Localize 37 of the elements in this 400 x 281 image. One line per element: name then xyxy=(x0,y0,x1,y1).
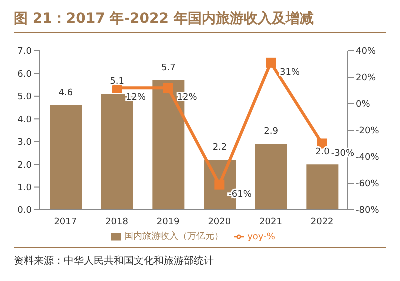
point xyxy=(163,83,174,94)
x-tick-label: 2020 xyxy=(208,217,232,228)
x-tick-label: 2017 xyxy=(54,217,78,228)
x-tick-label: 2022 xyxy=(310,217,334,228)
data-label: 4.6 xyxy=(58,88,74,99)
y2-tick-label: -20% xyxy=(356,126,380,137)
data-label: 31% xyxy=(280,68,300,78)
y2-tick-label: 0% xyxy=(356,100,371,110)
legend-label: yoy-% xyxy=(248,232,276,242)
y-tick-label: 6.0 xyxy=(18,70,32,80)
y2-tick-label: -40% xyxy=(356,153,380,164)
point xyxy=(266,58,276,68)
x-tick-label: 2021 xyxy=(260,217,282,228)
chart-title: 图 21：2017 年-2022 年国内旅游收入及增减 xyxy=(14,10,386,33)
bar xyxy=(50,106,82,210)
y2-tick-label: -60% xyxy=(356,180,380,190)
y-tick-label: 1.0 xyxy=(18,183,32,194)
x-tick-label: 2019 xyxy=(156,217,180,228)
data-label: 2.2 xyxy=(212,143,228,154)
y-tick-label: 0.0 xyxy=(18,206,32,216)
data-label: 5.7 xyxy=(162,64,176,74)
x-tick-label: 2018 xyxy=(106,217,129,228)
y2-tick-label: 20% xyxy=(356,74,376,84)
y-tick-label: 3.0 xyxy=(18,138,32,148)
legend-label: 国内旅游收入（万亿元） xyxy=(124,232,224,242)
y-tick-label: 4.0 xyxy=(18,115,32,126)
y-tick-label: 5.0 xyxy=(18,92,32,103)
bar xyxy=(255,144,288,210)
y2-tick-label: -80% xyxy=(356,206,380,216)
y2-tick-label: 40% xyxy=(356,47,376,58)
data-label: 2.0 xyxy=(316,148,330,158)
y-tick-label: 2.0 xyxy=(18,160,32,171)
point xyxy=(214,180,225,190)
data-label: 2.9 xyxy=(264,127,279,138)
text: 资料来源：中华人民共和国文化和旅游部统计 xyxy=(14,254,215,268)
y-tick-label: 7.0 xyxy=(18,47,32,58)
bar xyxy=(306,164,339,210)
